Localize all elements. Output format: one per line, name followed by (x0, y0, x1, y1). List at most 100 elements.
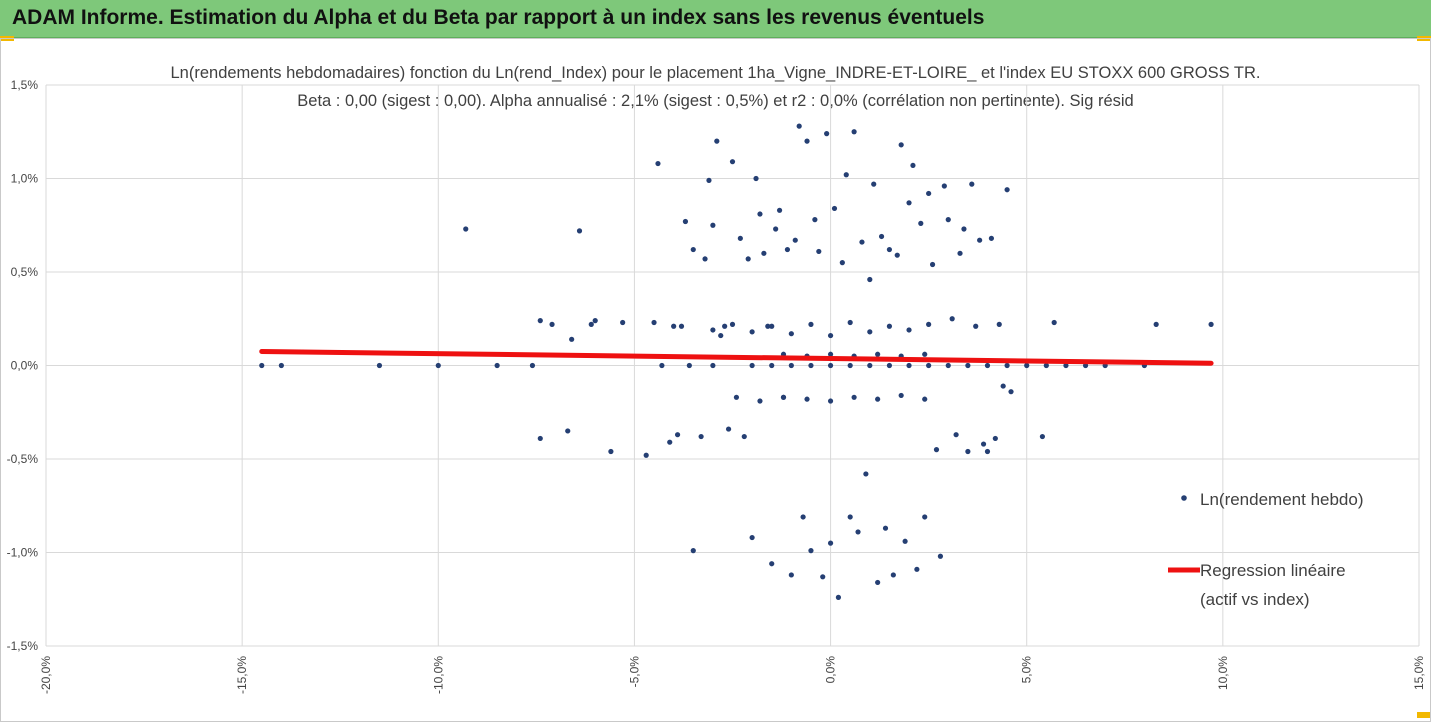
x-tick-label: 10,0% (1216, 656, 1230, 690)
y-tick-label: 0,5% (11, 265, 39, 279)
data-point (1051, 319, 1057, 326)
data-point (651, 319, 657, 326)
data-point (922, 351, 928, 357)
data-point (576, 228, 583, 234)
y-tick-label: 1,5% (11, 78, 39, 92)
data-point (867, 362, 873, 369)
data-point (827, 351, 834, 357)
data-point (851, 394, 857, 400)
data-point (537, 435, 543, 442)
data-point (565, 428, 571, 434)
data-point (773, 226, 779, 232)
data-point (682, 218, 689, 225)
data-point (965, 362, 971, 369)
data-point (690, 548, 696, 554)
x-tick-label: -20,0% (39, 656, 53, 694)
data-point (855, 529, 861, 535)
data-point (706, 177, 712, 183)
data-point (725, 426, 732, 432)
data-point (1024, 362, 1030, 369)
data-point (1004, 362, 1010, 369)
data-point (757, 398, 763, 404)
data-point (588, 321, 594, 327)
data-point (816, 248, 822, 255)
data-point (847, 362, 853, 369)
data-point (1208, 321, 1214, 327)
data-point (878, 233, 885, 240)
data-point (796, 123, 802, 129)
legend-marker-scatter (1181, 495, 1187, 501)
data-point (376, 362, 383, 369)
data-point (800, 514, 806, 520)
data-point (808, 548, 814, 554)
data-point (984, 448, 991, 455)
data-point (827, 332, 834, 339)
data-point (851, 129, 857, 135)
report-banner: ADAM Informe. Estimation du Alpha et du … (0, 0, 1431, 38)
data-point (992, 435, 998, 442)
data-point (988, 235, 995, 241)
data-point (769, 362, 775, 369)
data-point (698, 433, 704, 440)
data-point (549, 321, 555, 327)
data-point (824, 131, 830, 137)
data-point (953, 432, 959, 438)
data-point (733, 394, 740, 400)
data-point (926, 362, 932, 369)
data-point (910, 162, 916, 169)
data-point (674, 432, 681, 438)
data-point (749, 362, 755, 369)
data-point (996, 321, 1002, 327)
data-point (494, 362, 500, 369)
data-point (718, 332, 724, 339)
data-point (737, 235, 743, 241)
data-point (933, 447, 940, 453)
data-point (973, 323, 979, 329)
data-point (886, 246, 893, 253)
x-tick-label: -15,0% (235, 656, 249, 694)
data-point (710, 362, 716, 369)
data-point (765, 323, 771, 329)
data-point (843, 172, 849, 178)
data-point (926, 190, 932, 197)
data-point (922, 514, 928, 520)
data-point (871, 181, 877, 187)
data-point (749, 329, 755, 335)
data-point (769, 323, 775, 329)
data-point (918, 220, 924, 226)
data-point (729, 321, 736, 327)
data-point (898, 142, 904, 148)
data-point (667, 439, 673, 445)
data-point (827, 540, 834, 546)
chart-subtitle: Beta : 0,00 (sigest : 0,00). Alpha annua… (297, 92, 1134, 110)
data-point (749, 534, 755, 541)
data-point (945, 362, 951, 369)
data-point (926, 321, 932, 327)
data-point (722, 323, 728, 329)
data-point (463, 226, 469, 232)
data-point (937, 553, 944, 559)
data-point (875, 396, 881, 402)
data-point (788, 331, 794, 337)
data-point (847, 514, 853, 520)
data-point (710, 327, 716, 333)
data-point (1063, 362, 1069, 369)
x-tick-label: 0,0% (824, 656, 838, 684)
data-point (1004, 187, 1010, 193)
data-point (788, 362, 794, 369)
data-point (1008, 389, 1014, 395)
data-point (780, 394, 787, 400)
data-point (831, 205, 838, 212)
data-point (1043, 362, 1049, 369)
data-point (827, 362, 834, 369)
corner-mark-bottom-right (1417, 712, 1431, 718)
x-tick-label: 15,0% (1412, 656, 1426, 690)
data-point (620, 319, 626, 326)
data-point (1153, 321, 1159, 327)
data-point (929, 261, 936, 268)
data-point (914, 566, 920, 572)
data-point (867, 329, 873, 335)
data-point (890, 572, 896, 578)
data-point (714, 138, 720, 144)
